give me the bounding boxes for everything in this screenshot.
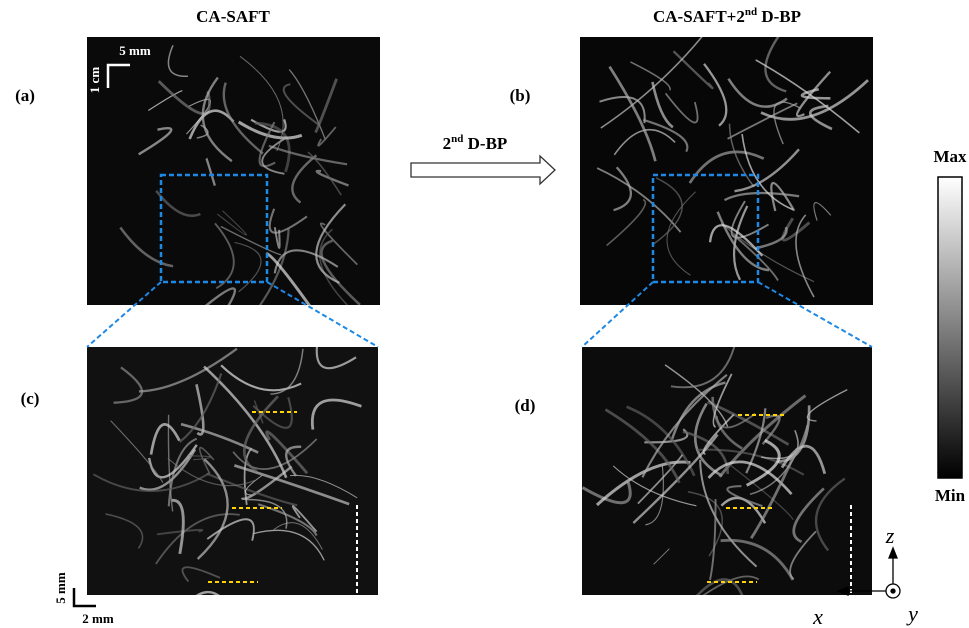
arrow-text: 2 <box>443 134 452 153</box>
axis-label: y <box>906 601 918 626</box>
scale-label: 5 mm <box>119 43 151 58</box>
scale-label: 5 mm <box>53 572 68 604</box>
panel-title: CA-SAFT <box>196 7 270 26</box>
axis-label: z <box>885 523 895 548</box>
title-tail: D-BP <box>757 7 801 26</box>
image-c <box>87 347 378 595</box>
panel-title: CA-SAFT+2nd D-BP <box>653 6 801 26</box>
title-text: CA-SAFT+2 <box>653 7 745 26</box>
colorbar <box>938 177 962 478</box>
scale-label: 1 cm <box>87 67 102 94</box>
strand <box>176 592 236 620</box>
panel-label: (d) <box>515 396 536 415</box>
figure: CA-SAFT CA-SAFT+2nd D-BP (a) (b) (c) (d)… <box>0 0 969 628</box>
arrow-label: 2nd D-BP <box>443 133 508 153</box>
scale-label: 2 mm <box>82 611 114 626</box>
colorbar-min: Min <box>935 486 966 505</box>
colorbar-max: Max <box>933 147 967 166</box>
image-b <box>580 37 873 305</box>
title-sup: nd <box>745 6 757 18</box>
process-arrow <box>411 156 555 184</box>
arrow-tail: D-BP <box>463 134 507 153</box>
panel-label: (a) <box>15 86 35 105</box>
axis-label: x <box>812 604 823 628</box>
panel-label: (b) <box>510 86 531 105</box>
panel-label: (c) <box>21 389 40 408</box>
arrow-sup: nd <box>451 133 463 145</box>
